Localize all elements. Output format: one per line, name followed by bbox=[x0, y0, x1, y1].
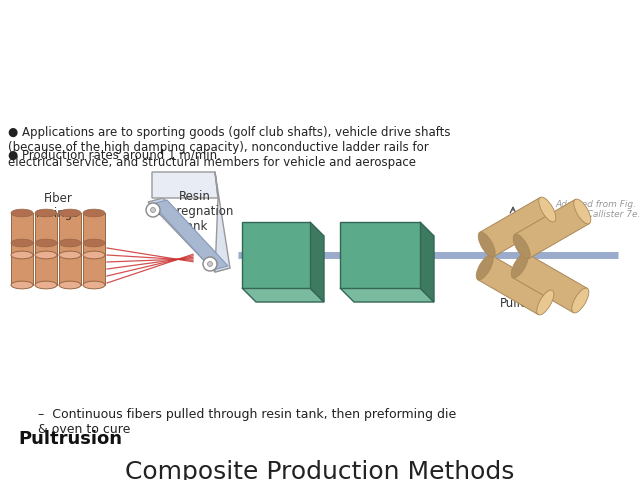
Bar bbox=[59, 243, 81, 285]
Polygon shape bbox=[310, 222, 324, 302]
Ellipse shape bbox=[35, 239, 57, 247]
Ellipse shape bbox=[146, 203, 160, 217]
Ellipse shape bbox=[150, 207, 156, 213]
Polygon shape bbox=[480, 197, 554, 257]
Ellipse shape bbox=[11, 281, 33, 289]
Polygon shape bbox=[242, 288, 324, 302]
Ellipse shape bbox=[513, 234, 530, 259]
Ellipse shape bbox=[35, 281, 57, 289]
Ellipse shape bbox=[83, 209, 105, 217]
Polygon shape bbox=[513, 253, 588, 312]
Polygon shape bbox=[215, 172, 230, 272]
Ellipse shape bbox=[83, 281, 105, 289]
Text: Composite Production Methods: Composite Production Methods bbox=[125, 460, 515, 480]
Text: Pullers: Pullers bbox=[500, 297, 540, 310]
Polygon shape bbox=[515, 199, 589, 259]
Text: Fiber
rovings: Fiber rovings bbox=[36, 192, 80, 220]
Bar bbox=[35, 213, 57, 255]
Text: Pultrusion: Pultrusion bbox=[18, 430, 122, 448]
Ellipse shape bbox=[59, 251, 81, 259]
Ellipse shape bbox=[207, 262, 212, 266]
Polygon shape bbox=[420, 222, 434, 302]
Ellipse shape bbox=[83, 239, 105, 247]
Ellipse shape bbox=[83, 251, 105, 259]
Polygon shape bbox=[152, 200, 228, 270]
Ellipse shape bbox=[539, 197, 556, 222]
Bar bbox=[35, 243, 57, 285]
Text: Adapted from Fig.
16.13, Callister 7e.: Adapted from Fig. 16.13, Callister 7e. bbox=[555, 200, 640, 219]
Text: Curing
die: Curing die bbox=[371, 274, 410, 302]
Ellipse shape bbox=[35, 209, 57, 217]
Ellipse shape bbox=[478, 232, 495, 257]
Bar bbox=[83, 213, 105, 255]
Text: –  Continuous fibers pulled through resin tank, then preforming die
& oven to cu: – Continuous fibers pulled through resin… bbox=[38, 408, 456, 436]
Ellipse shape bbox=[59, 209, 81, 217]
Bar bbox=[11, 213, 33, 255]
Ellipse shape bbox=[203, 257, 217, 271]
Polygon shape bbox=[340, 288, 434, 302]
Bar bbox=[83, 243, 105, 285]
Text: ● Applications are to sporting goods (golf club shafts), vehicle drive shafts
(b: ● Applications are to sporting goods (go… bbox=[8, 126, 451, 169]
Ellipse shape bbox=[59, 239, 81, 247]
Text: Preforming
die: Preforming die bbox=[253, 274, 317, 302]
Text: Resin
impregnation
tank: Resin impregnation tank bbox=[156, 190, 235, 233]
Bar bbox=[242, 222, 310, 288]
Polygon shape bbox=[152, 172, 218, 198]
Ellipse shape bbox=[574, 199, 591, 224]
Polygon shape bbox=[477, 255, 552, 314]
Bar bbox=[59, 213, 81, 255]
Ellipse shape bbox=[11, 209, 33, 217]
Bar bbox=[340, 222, 420, 288]
Ellipse shape bbox=[572, 288, 589, 313]
Polygon shape bbox=[148, 198, 230, 272]
Ellipse shape bbox=[537, 290, 554, 315]
Ellipse shape bbox=[35, 251, 57, 259]
Ellipse shape bbox=[59, 281, 81, 289]
Bar bbox=[11, 243, 33, 285]
Text: ● Production rates around 1 m/min.: ● Production rates around 1 m/min. bbox=[8, 148, 221, 161]
Ellipse shape bbox=[476, 255, 493, 280]
Ellipse shape bbox=[11, 239, 33, 247]
Ellipse shape bbox=[511, 253, 528, 278]
Ellipse shape bbox=[11, 251, 33, 259]
